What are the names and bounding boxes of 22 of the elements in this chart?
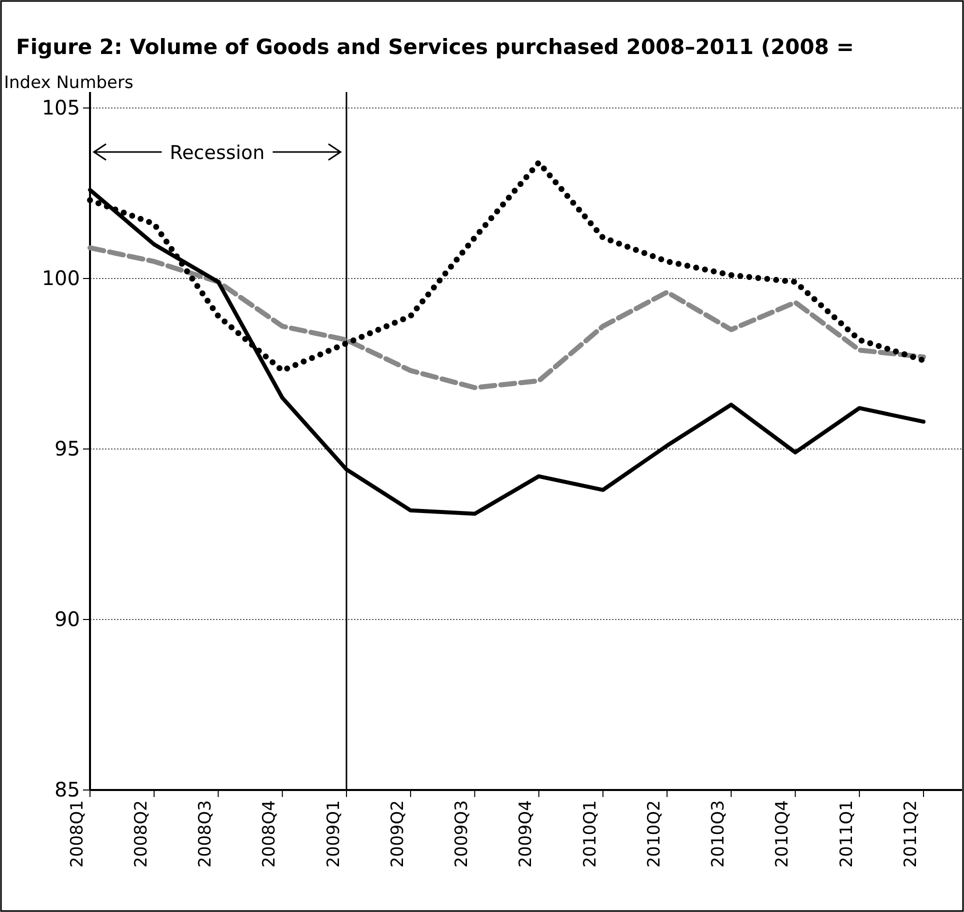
x-tick-label: 2011Q2	[900, 800, 921, 868]
x-tick-label: 2010Q4	[772, 800, 793, 868]
y-tick-label: 95	[54, 436, 80, 460]
x-tick-label: 2010Q2	[644, 800, 664, 868]
x-tick-label: 2009Q1	[324, 800, 344, 868]
x-tick-label: 2010Q1	[580, 800, 600, 868]
x-tick-label: 2010Q3	[708, 800, 729, 868]
y-tick-label: 85	[54, 777, 80, 802]
x-tick-label: 2009Q2	[388, 800, 408, 868]
x-tick-label: 2008Q1	[67, 800, 88, 868]
x-tick-label: 2011Q1	[836, 800, 857, 868]
y-tick-label: 90	[54, 606, 80, 631]
y-tick-label: 105	[42, 95, 80, 120]
chart-title: Figure 2: Volume of Goods and Services purchased 2008–2011 (2008 =	[16, 35, 854, 59]
annotation: Recession	[170, 142, 265, 164]
y-axis-title: Index Numbers	[4, 73, 134, 93]
x-tick-label: 2008Q4	[260, 800, 280, 868]
x-tick-label: 2008Q2	[131, 800, 152, 868]
x-tick-label: 2009Q3	[452, 800, 472, 868]
x-tick-label: 2008Q3	[196, 800, 216, 868]
x-tick-label: 2009Q4	[516, 800, 536, 868]
y-tick-label: 100	[42, 266, 80, 290]
